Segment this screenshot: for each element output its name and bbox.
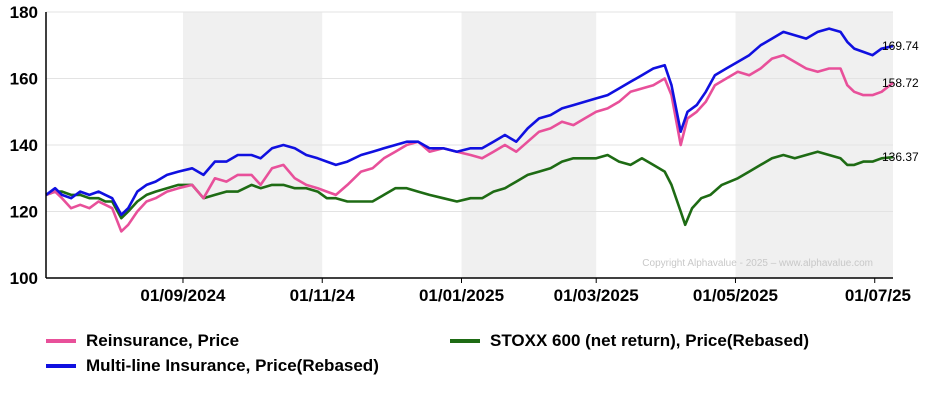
legend-swatch-reinsurance (46, 339, 76, 343)
legend-item-stoxx600: STOXX 600 (net return), Price(Rebased) (450, 331, 809, 351)
legend-item-multiline: Multi-line Insurance, Price(Rebased) (46, 356, 379, 376)
x-tick-label-0: 01/09/2024 (140, 286, 226, 305)
x-tick-label-4: 01/05/2025 (693, 286, 778, 305)
end-value-label-stoxx600: 136.37 (882, 150, 919, 164)
x-tick-label-3: 01/03/2025 (554, 286, 639, 305)
legend-item-reinsurance: Reinsurance, Price (46, 331, 239, 351)
legend-label-multiline: Multi-line Insurance, Price(Rebased) (86, 356, 379, 375)
y-tick-label-120: 120 (10, 203, 38, 222)
x-tick-label-1: 01/11/24 (290, 286, 356, 305)
y-tick-label-160: 160 (10, 70, 38, 89)
x-tick-label-5: 01/07/25 (845, 286, 911, 305)
legend-label-stoxx600: STOXX 600 (net return), Price(Rebased) (490, 331, 810, 350)
legend-label-reinsurance: Reinsurance, Price (86, 331, 240, 350)
y-tick-label-140: 140 (10, 136, 38, 155)
y-tick-label-180: 180 (10, 3, 38, 22)
copyright-watermark: Copyright Alphavalue - 2025 – www.alphav… (642, 258, 873, 269)
end-value-label-multiline: 169.74 (882, 39, 919, 53)
legend-swatch-stoxx600 (450, 339, 480, 343)
x-tick-label-2: 01/01/2025 (419, 286, 504, 305)
legend-swatch-multiline (46, 364, 76, 368)
end-value-label-reinsurance: 158.72 (882, 76, 919, 90)
series-line-multiline (45, 27, 894, 217)
y-tick-label-100: 100 (10, 269, 38, 288)
series-line-stoxx600 (45, 150, 894, 227)
series-line-reinsurance (45, 53, 894, 233)
